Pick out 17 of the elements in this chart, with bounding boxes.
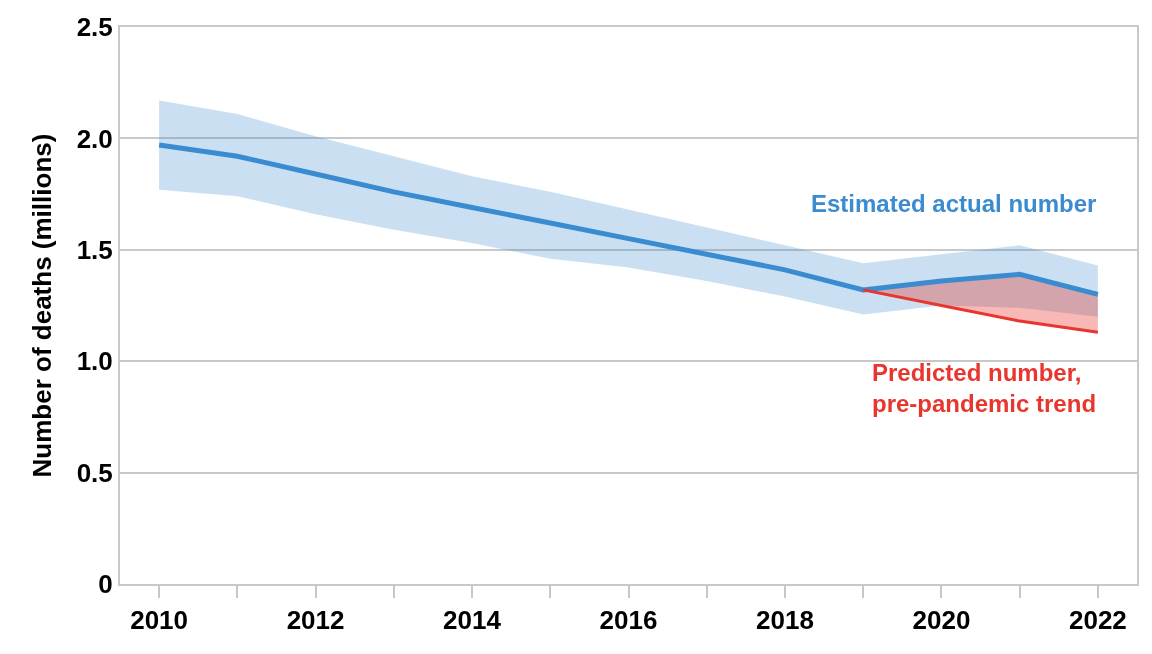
y-tick-label: 0	[98, 569, 113, 600]
x-tick-label: 2014	[443, 605, 502, 636]
x-tick-label: 2018	[756, 605, 814, 636]
x-tick-label: 2012	[286, 605, 345, 636]
x-tick-label: 2020	[912, 605, 971, 636]
y-tick-label: 2.5	[76, 12, 113, 43]
line-series	[861, 288, 1100, 334]
series-label: Predicted number, pre-pandemic trend	[872, 359, 1097, 418]
x-tick-label: 2022	[1068, 605, 1127, 636]
text: Estimated actual number	[811, 190, 1097, 217]
y-axis-title: Number of deaths (millions)	[26, 133, 57, 478]
y-tick-label: 2.0	[76, 123, 113, 154]
y-tick-label: 0.5	[76, 457, 113, 488]
y-tick-label: 1.0	[76, 346, 113, 377]
x-tick-label: 2010	[130, 605, 189, 636]
y-tick-label: 1.5	[76, 234, 113, 265]
x-tick-label: 2016	[599, 605, 658, 636]
